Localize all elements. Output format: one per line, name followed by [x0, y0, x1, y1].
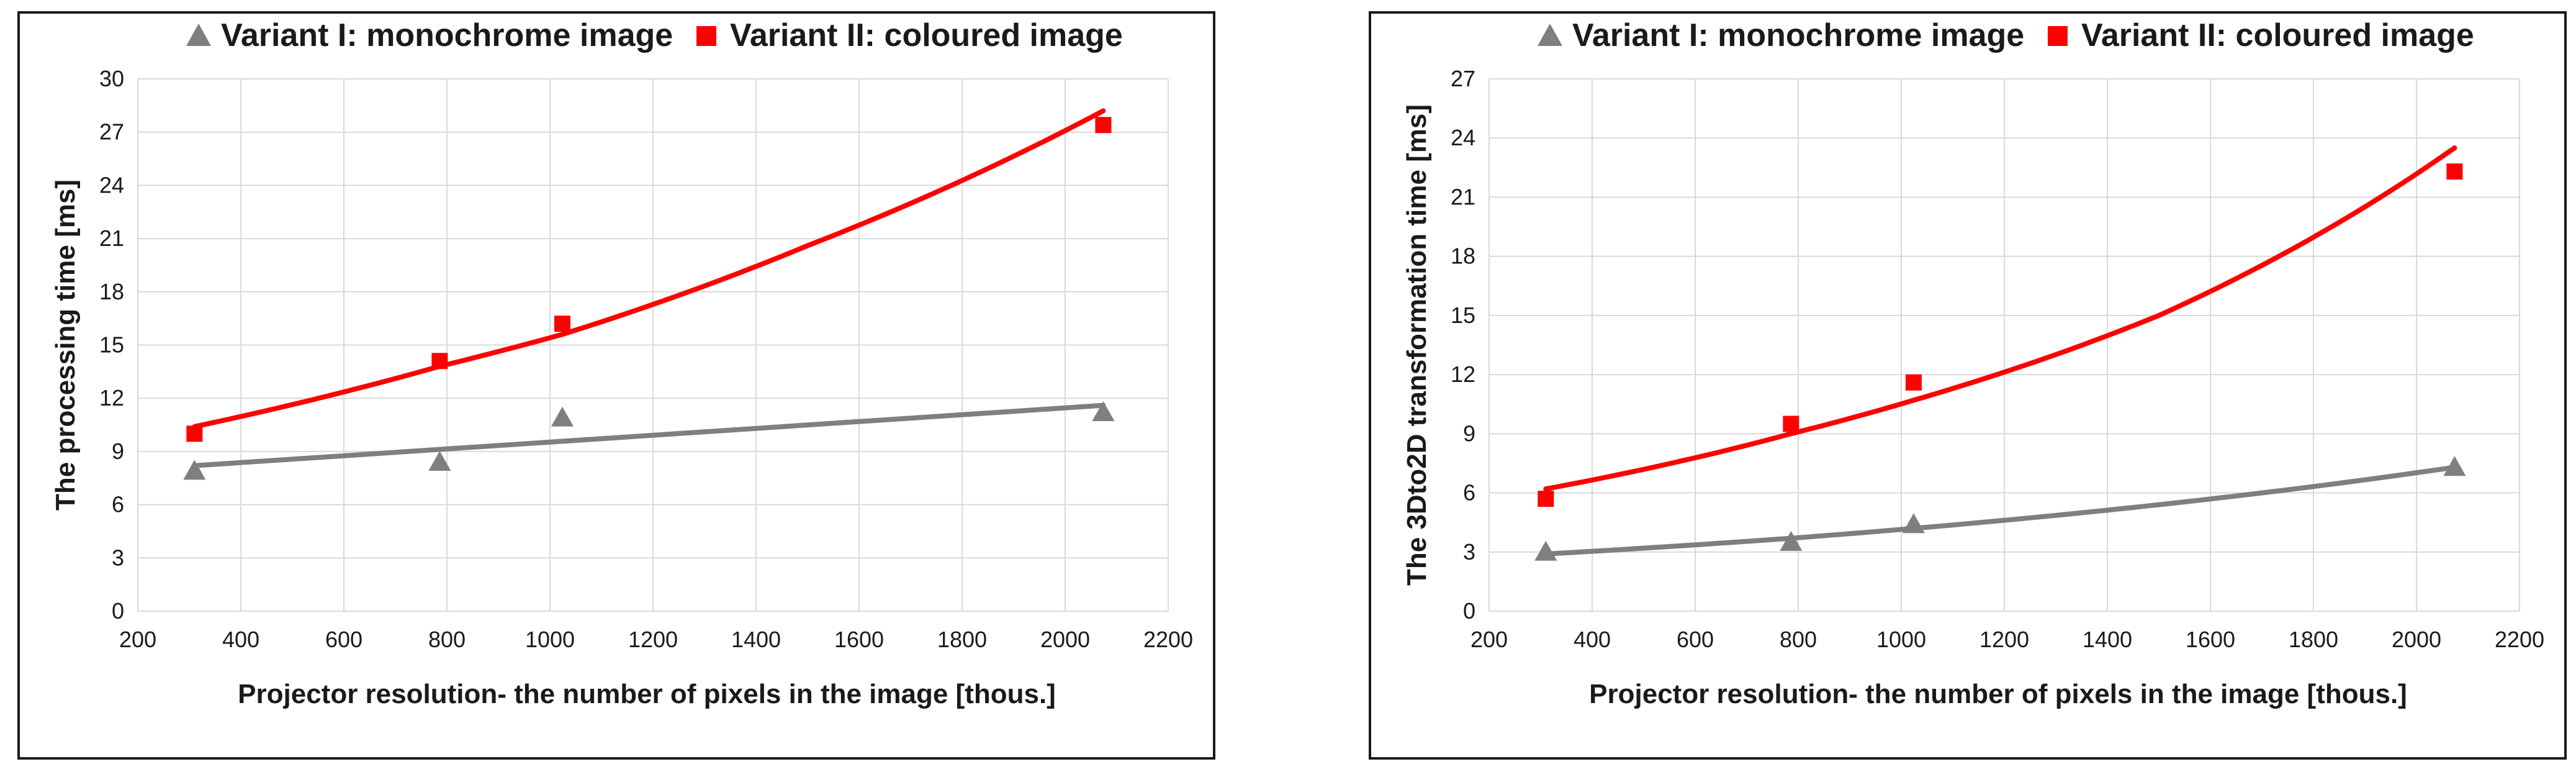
legend-marker-triangle-icon: [186, 24, 211, 46]
gridlines: [1488, 78, 2520, 612]
trendline-coloured: [1543, 145, 2457, 492]
y-tick-label: 12: [99, 385, 124, 411]
x-tick-label: 1400: [2083, 627, 2132, 652]
x-tick-label: 2000: [1040, 627, 1090, 652]
legend-marker-square-icon: [2048, 26, 2068, 46]
x-tick-label: 800: [428, 627, 466, 652]
x-tick-label: 200: [1470, 627, 1508, 652]
data-point-coloured: [1095, 117, 1112, 134]
data-point-coloured: [431, 353, 448, 370]
x-tick-label: 1200: [628, 627, 678, 652]
data-point-monochrome: [551, 406, 574, 427]
x-tick-label: 600: [325, 627, 363, 652]
y-tick-label: 0: [1463, 598, 1475, 624]
gridlines: [137, 78, 1169, 612]
y-tick-label: 21: [1451, 184, 1475, 209]
legend-label: Variant I: monochrome image: [221, 17, 673, 53]
x-tick-label: 800: [1780, 627, 1817, 652]
y-tick-label: 27: [99, 119, 124, 145]
legend-label: Variant II: coloured image: [2081, 17, 2474, 53]
legend-marker-square-icon: [696, 26, 716, 46]
data-point-coloured: [2446, 163, 2463, 180]
y-tick-label: 9: [1463, 420, 1475, 446]
trendline-coloured: [192, 108, 1106, 429]
y-tick-label: 21: [99, 225, 124, 251]
x-tick-label: 200: [119, 627, 156, 652]
x-tick-label: 1600: [2186, 627, 2235, 652]
legend: Variant I: monochrome image Variant II: c…: [186, 17, 1123, 53]
y-axis-title: The processing time [ms]: [50, 179, 81, 511]
data-point-coloured: [186, 425, 203, 442]
x-tick-label: 2200: [1143, 627, 1193, 652]
data-point-monochrome: [1780, 530, 1803, 551]
legend-label: Variant I: monochrome image: [1572, 17, 2024, 53]
x-axis-title: Projector resolution- the number of pixe…: [1589, 679, 2407, 709]
data-point-monochrome: [183, 460, 206, 480]
x-tick-label: 400: [1574, 627, 1611, 652]
data-point-coloured: [1905, 374, 1922, 391]
y-tick-label: 6: [1463, 480, 1475, 506]
trendline-monochrome: [192, 402, 1106, 468]
legend: Variant I: monochrome image Variant II: c…: [1538, 17, 2474, 53]
x-tick-label: 1800: [2289, 627, 2338, 652]
x-axis-title: Projector resolution- the number of pixe…: [238, 679, 1056, 709]
x-tick-label: 1000: [525, 627, 575, 652]
legend-marker-triangle-icon: [1538, 24, 1562, 46]
data-point-monochrome: [1902, 513, 1925, 534]
data-point-coloured: [1783, 416, 1799, 432]
y-tick-label: 24: [99, 172, 124, 198]
y-tick-label: 3: [112, 545, 124, 570]
x-tick-label: 400: [222, 627, 259, 652]
y-tick-label: 6: [112, 492, 124, 517]
chart-panel-transformation-time: 200 400 600 800 1000 1200 1400 1600 1800 2000 2200…: [1369, 11, 2567, 760]
chart-transformation-time: 200 400 600 800 1000 1200 1400 1600 1800 2000 2200…: [1402, 17, 2544, 709]
x-tick-label: 2200: [2495, 627, 2544, 652]
x-tick-label: 1200: [1979, 627, 2029, 652]
legend-label: Variant II: coloured image: [730, 17, 1123, 53]
data-point-monochrome: [428, 451, 451, 471]
x-tick-label: 1600: [834, 627, 884, 652]
y-tick-label: 24: [1451, 125, 1475, 150]
x-tick-label: 1800: [937, 627, 987, 652]
x-tick-label: 600: [1677, 627, 1714, 652]
y-tick-label: 27: [1451, 66, 1475, 91]
y-tick-label: 0: [112, 598, 124, 624]
y-tick-label: 12: [1451, 361, 1475, 387]
data-point-monochrome: [1534, 540, 1557, 561]
data-point-coloured: [1538, 491, 1554, 507]
data-point-coloured: [554, 316, 570, 332]
x-tick-label: 2000: [2392, 627, 2441, 652]
y-tick-label: 30: [99, 66, 124, 91]
x-tick-label: 1400: [731, 627, 781, 652]
y-tick-label: 18: [99, 279, 124, 304]
chart-panel-processing-time: 200 400 600 800 1000 1200 1400 1600 1800 2000 2200…: [17, 11, 1215, 760]
y-axis-title: The 3Dto2D transformation time [ms]: [1402, 104, 1432, 586]
y-tick-label: 15: [1451, 302, 1475, 328]
x-tick-label: 1000: [1876, 627, 1926, 652]
data-point-monochrome: [2443, 456, 2466, 476]
data-point-monochrome: [1092, 401, 1115, 422]
trendline-monochrome: [1543, 465, 2457, 557]
y-tick-label: 15: [99, 332, 124, 358]
y-tick-label: 9: [112, 438, 124, 464]
y-tick-label: 18: [1451, 243, 1475, 269]
chart-processing-time: 200 400 600 800 1000 1200 1400 1600 1800 2000 2200…: [50, 17, 1193, 709]
y-tick-label: 3: [1463, 539, 1475, 565]
